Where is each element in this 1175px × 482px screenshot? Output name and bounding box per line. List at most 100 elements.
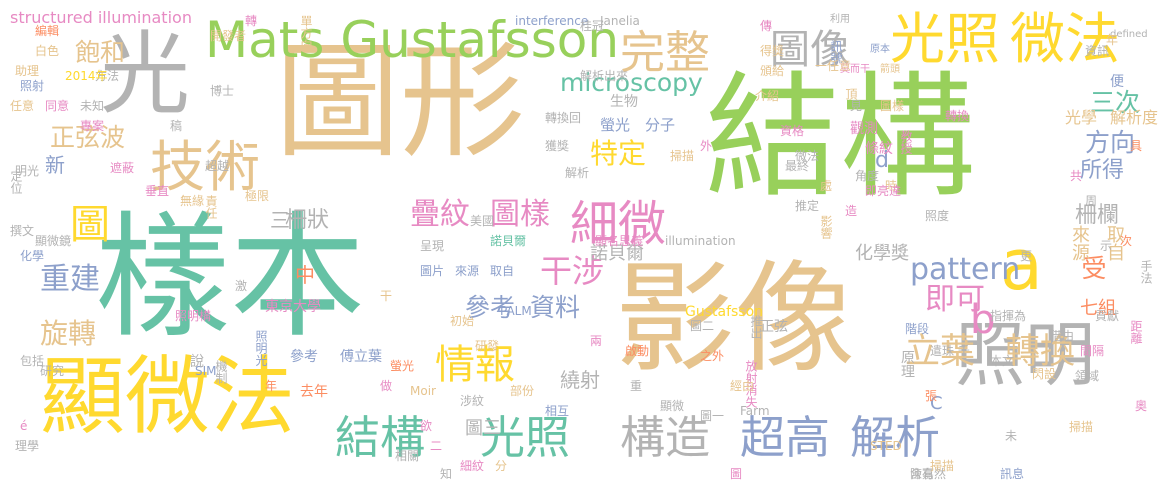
cloud-word: interference [515,14,589,28]
cloud-word: 訊號 [829,40,843,64]
cloud-word: 涉紋 [460,394,485,408]
cloud-word: 包括 [20,354,45,368]
cloud-word: 兩 [590,334,603,348]
cloud-word: 撰文 [10,224,35,238]
cloud-word: 手法 [1139,260,1153,284]
cloud-word: 無緣 [180,194,205,208]
cloud-word: 重 [630,379,643,393]
cloud-word: 年 [265,379,278,393]
cloud-word: 原本 [870,44,890,55]
cloud-word: 圖二 [690,319,715,333]
cloud-word: 資格 [780,124,805,138]
cloud-word: 閃設 [1032,367,1057,381]
cloud-word: 推出 [749,315,763,339]
cloud-word: 干 [380,289,393,303]
cloud-word: 年 [1106,33,1119,47]
cloud-word: 單方向 [299,15,313,51]
cloud-word: 照明 [955,314,1095,396]
cloud-word: 獲獎 [545,139,570,153]
cloud-word: 欲 [420,419,433,433]
cloud-word: 開發者 [210,29,247,43]
cloud-word: 相互 [545,404,570,418]
cloud-word: 圖 [730,467,743,481]
cloud-word: 圖一 [700,409,725,423]
cloud-word: Janelia [600,14,640,28]
cloud-word: 螢光 [390,359,415,373]
cloud-word: 貢獻 [1095,309,1120,323]
cloud-word: 責任 [204,195,218,219]
cloud-word: 研究 [40,364,65,378]
cloud-word: 技術 [150,135,261,199]
cloud-word: 照明構 [175,309,212,323]
cloud-word: 特定 [590,137,647,170]
cloud-word: 同意 [45,99,70,113]
cloud-word: 處 [820,179,833,193]
cloud-word: 轉換 [945,109,970,123]
cloud-word: 最終 [785,159,810,173]
cloud-word: 具 [1130,139,1143,153]
cloud-word: 資訊 [1085,44,1110,58]
cloud-word: microscopy [560,68,703,97]
cloud-word: 樣本 [95,199,365,356]
cloud-word: 化學獎 [855,243,909,264]
cloud-word: 說 [190,354,204,370]
cloud-word: 含有 [910,467,935,481]
cloud-word: 微法 [795,149,820,163]
cloud-word: 助理 [15,64,40,78]
cloud-word: 指揮為 [990,309,1027,323]
cloud-word: 相關 [395,449,420,463]
cloud-word: 分 [495,459,508,473]
cloud-word: 美國 [470,214,495,228]
cloud-word: 二 [430,439,443,453]
cloud-word: 放射消失 [744,360,758,408]
cloud-word: 顯微鏡 [35,234,72,248]
cloud-word: 圖樣 [490,197,550,232]
cloud-word: 結構 [705,59,975,216]
cloud-word: 照射 [20,79,45,93]
cloud-word: 做 [380,379,393,393]
cloud-word: 資料 [530,293,581,322]
cloud-word: 圖 [70,202,110,248]
cloud-word: 本文 [990,354,1015,368]
cloud-word: 箭頭 [880,64,900,75]
cloud-word: 激 [235,279,248,293]
cloud-word: 間隔 [1080,344,1105,358]
cloud-word: 階段 [905,322,930,336]
cloud-word: 細微 [570,196,667,252]
cloud-word: 原理 [899,350,915,378]
cloud-word: 飽和 [75,38,126,67]
cloud-word: 取自 [490,264,515,278]
cloud-word: 諾貝爾 [590,243,644,264]
cloud-word: 化學 [20,249,45,263]
cloud-word: 示 [1100,239,1113,253]
cloud-word: 任意 [10,99,35,113]
cloud-word: Gustafsson [685,304,764,320]
cloud-word: 周 [1085,194,1098,208]
cloud-word: 參考 [465,293,516,322]
cloud-word: 傳 [760,19,773,33]
cloud-word: 微法 [1010,7,1121,71]
cloud-word: 光照 [480,411,571,464]
cloud-word: 介紹 [755,89,780,103]
cloud-word: 來源 [455,264,480,278]
cloud-word: 影響 [819,215,833,239]
cloud-word: 柵欄 [1075,203,1120,228]
cloud-word: 顯微法 [40,348,296,447]
cloud-word: d [875,148,889,173]
cloud-word: 諾貝爾 [490,234,527,248]
cloud-word: 光學 [1065,108,1098,127]
cloud-word: 稿 [170,119,183,133]
cloud-word: 遮蔽 [110,161,135,175]
cloud-word: 解析度 [1110,108,1159,127]
cloud-word: 得獎 [760,44,785,58]
cloud-word: 教授 [899,130,913,154]
cloud-word: 推定 [795,199,820,213]
cloud-word: 方法 [95,69,120,83]
cloud-word: b [970,297,996,343]
cloud-word: illumination [665,234,736,248]
cloud-word: structured illumination [10,8,192,27]
cloud-word: 共 [1070,169,1083,183]
cloud-word: 未 [1005,429,1018,443]
cloud-word: 掃描 [1069,420,1094,434]
